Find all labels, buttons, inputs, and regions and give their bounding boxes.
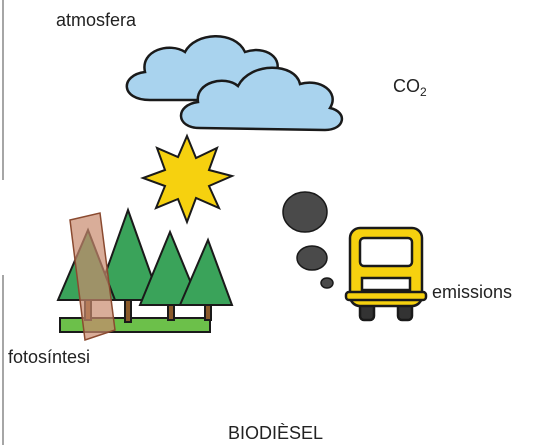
bus <box>346 228 426 320</box>
co2-base: CO <box>393 76 420 96</box>
photosynthesis-label: fotosíntesi <box>8 347 90 367</box>
clouds <box>127 36 342 130</box>
emissions-label: emissions <box>432 282 512 302</box>
co2-label: CO2 <box>393 76 427 99</box>
smoke <box>283 192 333 288</box>
diagram: atmosfera CO2 emissions fotosíntesi BIOD… <box>0 0 551 445</box>
title-label: BIODIÈSEL <box>228 423 323 443</box>
page: atmosfera CO2 emissions fotosíntesi BIOD… <box>0 0 551 445</box>
atmosphere-label: atmosfera <box>56 10 137 30</box>
sun <box>143 136 232 222</box>
co2-subscript: 2 <box>420 85 427 99</box>
